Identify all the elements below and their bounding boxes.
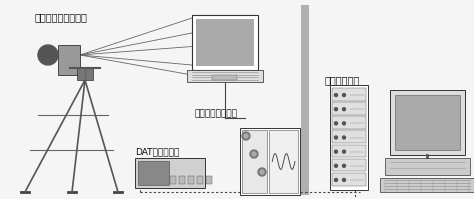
- Bar: [380, 178, 474, 192]
- Circle shape: [242, 132, 250, 140]
- Bar: [395, 95, 460, 150]
- Circle shape: [343, 108, 346, 111]
- Circle shape: [335, 94, 337, 97]
- Circle shape: [335, 122, 337, 125]
- Bar: [187, 70, 263, 82]
- Bar: [188, 176, 194, 184]
- Circle shape: [252, 152, 256, 156]
- Bar: [138, 161, 170, 185]
- Bar: [269, 130, 298, 193]
- Circle shape: [335, 108, 337, 111]
- Bar: [212, 75, 237, 80]
- Circle shape: [335, 150, 337, 153]
- Text: レベルレコーダー: レベルレコーダー: [195, 109, 238, 118]
- Text: DATレコーダー: DATレコーダー: [135, 147, 179, 156]
- Circle shape: [335, 164, 337, 167]
- Bar: [332, 159, 366, 171]
- Bar: [332, 144, 366, 157]
- Circle shape: [343, 136, 346, 139]
- Bar: [332, 88, 366, 101]
- Circle shape: [38, 45, 58, 65]
- Bar: [390, 90, 465, 155]
- Bar: [58, 45, 80, 75]
- Bar: [242, 130, 267, 193]
- Circle shape: [258, 168, 266, 176]
- Bar: [179, 176, 185, 184]
- Bar: [301, 5, 309, 195]
- Circle shape: [343, 122, 346, 125]
- Circle shape: [260, 170, 264, 174]
- Bar: [240, 128, 300, 195]
- Circle shape: [335, 179, 337, 181]
- Bar: [332, 130, 366, 143]
- Circle shape: [250, 150, 258, 158]
- Text: 低周波音圧レベル計: 低周波音圧レベル計: [35, 12, 88, 22]
- Bar: [192, 15, 258, 70]
- Bar: [206, 176, 212, 184]
- Bar: [332, 116, 366, 129]
- Circle shape: [343, 164, 346, 167]
- Bar: [332, 102, 366, 115]
- Circle shape: [335, 136, 337, 139]
- Bar: [77, 68, 93, 80]
- Bar: [385, 158, 470, 175]
- Text: 周波数分析器: 周波数分析器: [325, 75, 360, 85]
- Bar: [330, 85, 368, 190]
- Circle shape: [343, 150, 346, 153]
- Bar: [170, 176, 176, 184]
- Circle shape: [343, 94, 346, 97]
- Bar: [135, 158, 205, 188]
- Bar: [196, 19, 254, 66]
- Circle shape: [244, 134, 248, 138]
- Circle shape: [343, 179, 346, 181]
- Bar: [332, 173, 366, 185]
- Bar: [197, 176, 203, 184]
